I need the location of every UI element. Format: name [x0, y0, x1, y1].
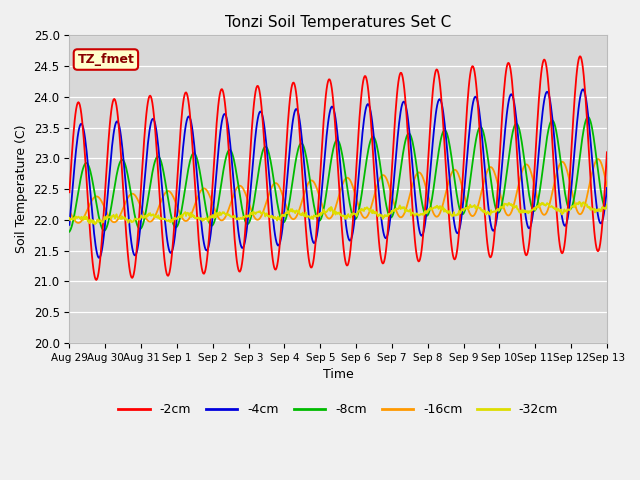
- -16cm: [594, 156, 602, 162]
- -4cm: [579, 86, 587, 92]
- Line: -2cm: -2cm: [69, 56, 607, 280]
- -32cm: [603, 202, 611, 207]
- Text: TZ_fmet: TZ_fmet: [77, 53, 134, 66]
- -16cm: [404, 199, 412, 205]
- -8cm: [419, 205, 427, 211]
- -16cm: [214, 215, 222, 220]
- -8cm: [584, 114, 592, 120]
- -2cm: [131, 262, 139, 268]
- Line: -4cm: -4cm: [69, 89, 607, 258]
- -32cm: [131, 216, 139, 222]
- -4cm: [214, 150, 222, 156]
- -4cm: [95, 255, 103, 261]
- -8cm: [76, 184, 83, 190]
- -2cm: [65, 190, 73, 195]
- -2cm: [92, 277, 100, 283]
- -4cm: [186, 115, 194, 120]
- -16cm: [186, 215, 194, 220]
- -32cm: [575, 199, 583, 204]
- X-axis label: Time: Time: [323, 368, 353, 381]
- Title: Tonzi Soil Temperatures Set C: Tonzi Soil Temperatures Set C: [225, 15, 451, 30]
- -8cm: [131, 211, 138, 216]
- -8cm: [603, 204, 611, 210]
- -2cm: [420, 224, 428, 230]
- -32cm: [65, 215, 73, 221]
- -32cm: [404, 208, 412, 214]
- -16cm: [420, 177, 428, 183]
- -16cm: [65, 208, 73, 214]
- -4cm: [603, 185, 611, 191]
- -32cm: [186, 211, 194, 217]
- -16cm: [131, 192, 139, 198]
- -8cm: [403, 132, 411, 138]
- -2cm: [186, 109, 194, 115]
- -8cm: [65, 229, 73, 235]
- -4cm: [420, 228, 428, 234]
- Legend: -2cm, -4cm, -8cm, -16cm, -32cm: -2cm, -4cm, -8cm, -16cm, -32cm: [113, 398, 563, 421]
- -4cm: [404, 117, 412, 123]
- Line: -8cm: -8cm: [69, 117, 607, 232]
- -2cm: [576, 53, 584, 59]
- -32cm: [420, 212, 428, 218]
- -16cm: [603, 183, 611, 189]
- Y-axis label: Soil Temperature (C): Soil Temperature (C): [15, 125, 28, 253]
- -16cm: [76, 219, 84, 225]
- -2cm: [76, 100, 83, 106]
- -32cm: [214, 211, 222, 216]
- -8cm: [214, 205, 221, 211]
- -8cm: [185, 163, 193, 168]
- -16cm: [74, 220, 82, 226]
- -32cm: [76, 215, 83, 220]
- -2cm: [404, 135, 412, 141]
- -32cm: [91, 221, 99, 227]
- Line: -16cm: -16cm: [69, 159, 607, 223]
- -2cm: [214, 104, 222, 109]
- -4cm: [76, 126, 83, 132]
- -2cm: [603, 149, 611, 155]
- -4cm: [131, 252, 139, 258]
- Line: -32cm: -32cm: [69, 202, 607, 224]
- -4cm: [65, 222, 73, 228]
